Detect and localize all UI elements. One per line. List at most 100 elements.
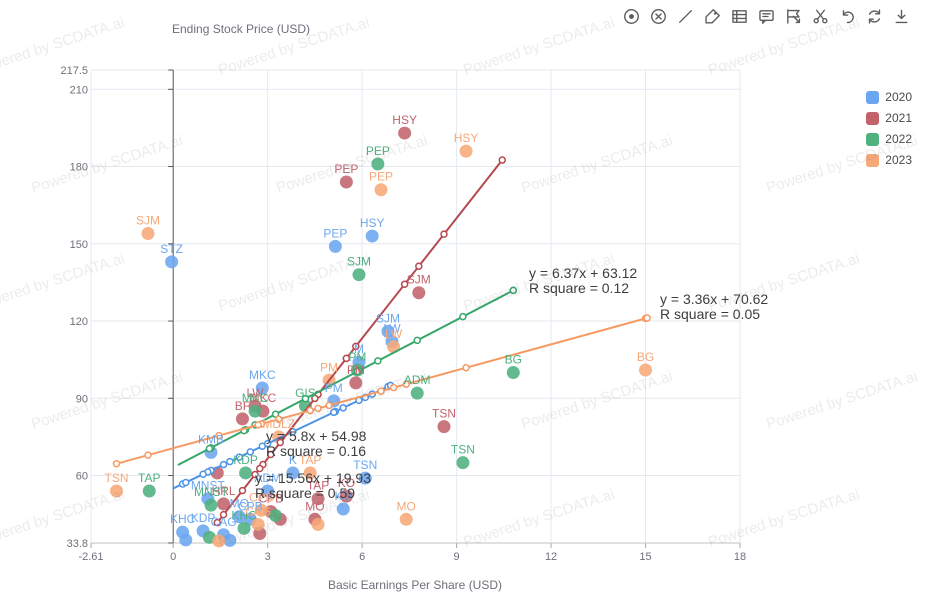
scatter-point-CPB[interactable] xyxy=(254,503,268,517)
scatter-point-SJM[interactable] xyxy=(412,286,426,300)
trend-marker xyxy=(440,230,448,238)
legend-label: 2021 xyxy=(885,111,912,125)
trend-marker xyxy=(256,464,264,473)
scatter-point-PM[interactable] xyxy=(349,376,363,390)
point-label-PEP: PEP xyxy=(369,170,393,184)
legend-item-2020[interactable]: 2020 xyxy=(866,90,912,104)
point-label-HSY: HSY xyxy=(454,131,479,145)
scatter-point-SJM[interactable] xyxy=(141,227,155,241)
scatter-point-STZ[interactable] xyxy=(165,255,179,269)
focus-target-icon[interactable] xyxy=(622,7,641,26)
point-label-MO: MO xyxy=(230,497,249,511)
scatter-point-KO[interactable] xyxy=(339,489,353,503)
scatter-point-MKC[interactable] xyxy=(248,404,262,418)
point-label-CPB: CPB xyxy=(258,492,283,506)
scatter-point-TSN[interactable] xyxy=(437,420,451,434)
select-flag-icon[interactable] xyxy=(784,7,803,26)
x-tick-label: 15 xyxy=(639,551,651,563)
point-label-PEP: PEP xyxy=(323,226,347,240)
scatter-point-TAP[interactable] xyxy=(142,484,156,498)
scatter-point-MO[interactable] xyxy=(232,510,246,524)
scissors-icon[interactable] xyxy=(811,7,830,26)
scatter-point-HSY[interactable] xyxy=(398,126,412,140)
scatter-point-HRL[interactable] xyxy=(217,497,231,511)
point-label-TAP: TAP xyxy=(307,479,329,493)
line-tool-icon[interactable] xyxy=(676,7,695,26)
scatter-point-ADM[interactable] xyxy=(410,386,424,400)
point-label-BG: BG xyxy=(637,350,654,364)
scatter-point-TAP[interactable] xyxy=(303,466,317,480)
scatter-point-ADM[interactable] xyxy=(261,484,275,498)
scatter-point-BG[interactable] xyxy=(639,363,653,377)
x-tick-label: 0 xyxy=(170,551,176,563)
legend-item-2021[interactable]: 2021 xyxy=(866,111,912,125)
point-label-K: K xyxy=(289,453,297,467)
legend-item-2022[interactable]: 2022 xyxy=(866,132,912,146)
download-icon[interactable] xyxy=(892,7,911,26)
scatter-point-unlabeled[interactable] xyxy=(311,517,325,531)
scatter-point-PEP[interactable] xyxy=(374,183,388,197)
scatter-point-KDP[interactable] xyxy=(239,466,253,480)
trend-marker xyxy=(498,156,507,164)
refresh-icon[interactable] xyxy=(865,7,884,26)
scatter-point-SJM[interactable] xyxy=(381,324,395,338)
scatter-point-KHC[interactable] xyxy=(237,521,251,535)
data-table-icon[interactable] xyxy=(730,7,749,26)
trend-marker xyxy=(251,470,259,479)
scatter-point-MNST[interactable] xyxy=(204,498,218,512)
scatter-point-PEP[interactable] xyxy=(339,175,353,189)
r-square-text: R square = 0.12 xyxy=(529,280,629,296)
annotation-icon[interactable] xyxy=(757,7,776,26)
scatter-point-MO[interactable] xyxy=(399,512,413,526)
scatter-point-unlabeled[interactable] xyxy=(223,533,237,547)
y-tick-label: 150 xyxy=(70,239,88,251)
trend-marker xyxy=(238,486,247,495)
scatter-point-K[interactable] xyxy=(286,466,300,480)
scatter-point-PEP[interactable] xyxy=(328,239,342,253)
scatter-point-unlabeled[interactable] xyxy=(269,508,283,522)
scatter-point-TSN[interactable] xyxy=(110,484,124,498)
point-label-SJM: SJM xyxy=(136,214,160,228)
tag-icon[interactable] xyxy=(703,7,722,26)
scatter-point-KO[interactable] xyxy=(336,502,350,516)
point-label-CPB: CPB xyxy=(249,490,274,504)
scatter-point-PEP[interactable] xyxy=(371,157,385,171)
scatter-point-HSY[interactable] xyxy=(365,229,379,243)
x-tick-label: 12 xyxy=(545,551,557,563)
point-label-HSY: HSY xyxy=(360,216,385,230)
legend-item-2023[interactable]: 2023 xyxy=(866,153,912,167)
cancel-circle-icon[interactable] xyxy=(649,7,668,26)
trend-marker xyxy=(325,401,333,410)
trend-marker xyxy=(226,457,234,466)
scatter-point-TSN[interactable] xyxy=(456,456,470,470)
trend-line-2022[interactable] xyxy=(177,289,514,466)
trend-marker xyxy=(353,367,362,376)
point-label-KHC: KHC xyxy=(231,508,257,522)
scatter-point-unlabeled[interactable] xyxy=(179,533,193,547)
scatter-point-SJM[interactable] xyxy=(352,268,366,282)
point-label-KO: KO xyxy=(335,489,352,503)
trend-marker xyxy=(330,408,338,417)
scatter-point-BG[interactable] xyxy=(506,366,520,380)
equation-text: y = 6.37x + 63.12 xyxy=(529,265,637,281)
scatter-point-BF[interactable] xyxy=(235,412,249,426)
legend-swatch-icon xyxy=(866,132,880,146)
scatter-point-HSY[interactable] xyxy=(459,144,473,158)
point-label-MKC: MKC xyxy=(242,391,269,405)
scatter-point-unlabeled[interactable] xyxy=(212,534,226,548)
trend-marker xyxy=(213,518,222,527)
point-label-STZ: STZ xyxy=(160,242,183,256)
scatter-point-CAG[interactable] xyxy=(251,517,265,531)
undo-icon[interactable] xyxy=(838,7,857,26)
scatter-point-TAP[interactable] xyxy=(311,492,325,506)
scatter-point-MKC[interactable] xyxy=(255,381,269,395)
trend-marker xyxy=(199,470,207,479)
y-tick-label: 180 xyxy=(70,162,88,174)
scatter-point-TSN[interactable] xyxy=(358,471,372,485)
trend-marker xyxy=(459,312,467,321)
point-label-LW: LW xyxy=(385,327,403,341)
trend-marker xyxy=(205,444,214,453)
point-label-LW: LW xyxy=(247,386,265,400)
trend-marker xyxy=(339,404,347,412)
